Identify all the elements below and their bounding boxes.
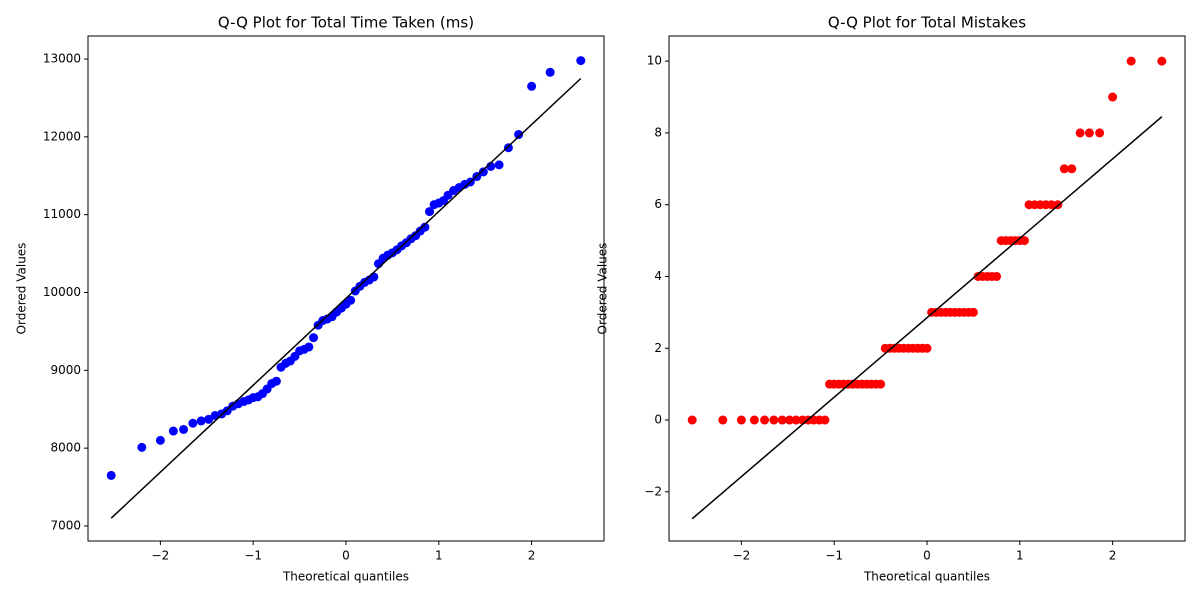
y-tick-label: 0 — [654, 413, 662, 427]
y-tick-label: 6 — [654, 197, 662, 211]
y-tick-label: 12000 — [43, 129, 81, 143]
point — [760, 415, 770, 425]
point — [527, 81, 537, 91]
point — [503, 143, 513, 153]
x-tick-label: 1 — [1016, 549, 1024, 563]
point — [168, 426, 178, 436]
point — [425, 207, 435, 217]
x-axis-label: Theoretical quantiles — [863, 570, 990, 584]
x-tick-label: 0 — [923, 549, 931, 563]
y-tick-label: 10 — [647, 54, 662, 68]
subplot: Q-Q Plot for Total Time Taken (ms) Theore… — [15, 14, 605, 584]
point — [769, 415, 779, 425]
y-tick-label: 9000 — [50, 363, 81, 377]
x-axis-label: Theoretical quantiles — [282, 570, 409, 584]
x-tick-label: −2 — [733, 549, 751, 563]
point — [188, 418, 198, 428]
point — [545, 67, 555, 77]
point — [876, 379, 886, 389]
point — [820, 415, 830, 425]
x-tick-label: 2 — [1109, 549, 1117, 563]
point — [992, 271, 1002, 281]
point — [179, 424, 189, 434]
point — [785, 415, 795, 425]
point — [1095, 128, 1105, 138]
point — [196, 416, 206, 426]
point — [106, 470, 116, 480]
fit-line — [691, 116, 1163, 520]
y-tick-label: −2 — [644, 484, 662, 498]
point — [922, 343, 932, 353]
point — [687, 415, 697, 425]
point — [346, 295, 356, 305]
point — [1157, 56, 1167, 66]
point — [576, 56, 586, 66]
point — [1108, 92, 1118, 102]
point — [271, 376, 281, 386]
x-tick-label: −2 — [152, 549, 170, 563]
point — [494, 160, 504, 170]
point — [749, 415, 759, 425]
y-tick-label: 10000 — [43, 285, 81, 299]
y-tick-label: 13000 — [43, 52, 81, 66]
point — [968, 307, 978, 317]
point — [369, 272, 379, 282]
point — [304, 342, 314, 352]
point — [514, 130, 524, 140]
x-tick-label: 1 — [435, 549, 443, 563]
point — [420, 222, 430, 232]
point — [1075, 128, 1085, 138]
chart-title: Q-Q Plot for Total Time Taken (ms) — [218, 14, 474, 32]
point — [1019, 236, 1029, 246]
x-tick-label: −1 — [825, 549, 843, 563]
y-tick-label: 8000 — [50, 441, 81, 455]
subplot: Q-Q Plot for Total Mistakes Theoretical q… — [596, 14, 1186, 584]
y-tick-label: 4 — [654, 269, 662, 283]
x-tick-label: 2 — [528, 549, 536, 563]
fit-line — [110, 77, 582, 519]
y-tick-label: 11000 — [43, 207, 81, 221]
axes-frame — [668, 35, 1186, 542]
y-axis-label: Ordered Values — [15, 243, 29, 335]
point — [736, 415, 746, 425]
point — [791, 415, 801, 425]
point — [137, 442, 147, 452]
x-tick-label: 0 — [342, 549, 350, 563]
y-tick-label: 2 — [654, 341, 662, 355]
y-axis-label: Ordered Values — [596, 243, 610, 335]
x-tick-label: −1 — [244, 549, 262, 563]
point — [1067, 164, 1077, 174]
chart-title: Q-Q Plot for Total Mistakes — [828, 14, 1026, 32]
axes-frame — [87, 35, 605, 542]
point — [155, 435, 165, 445]
y-tick-label: 7000 — [50, 518, 81, 532]
point — [309, 333, 319, 343]
point — [1046, 200, 1056, 210]
point — [1126, 56, 1136, 66]
point — [1084, 128, 1094, 138]
y-tick-label: 8 — [654, 125, 662, 139]
point — [777, 415, 787, 425]
point — [1059, 164, 1069, 174]
point — [718, 415, 728, 425]
point — [204, 414, 214, 424]
point — [478, 167, 488, 177]
